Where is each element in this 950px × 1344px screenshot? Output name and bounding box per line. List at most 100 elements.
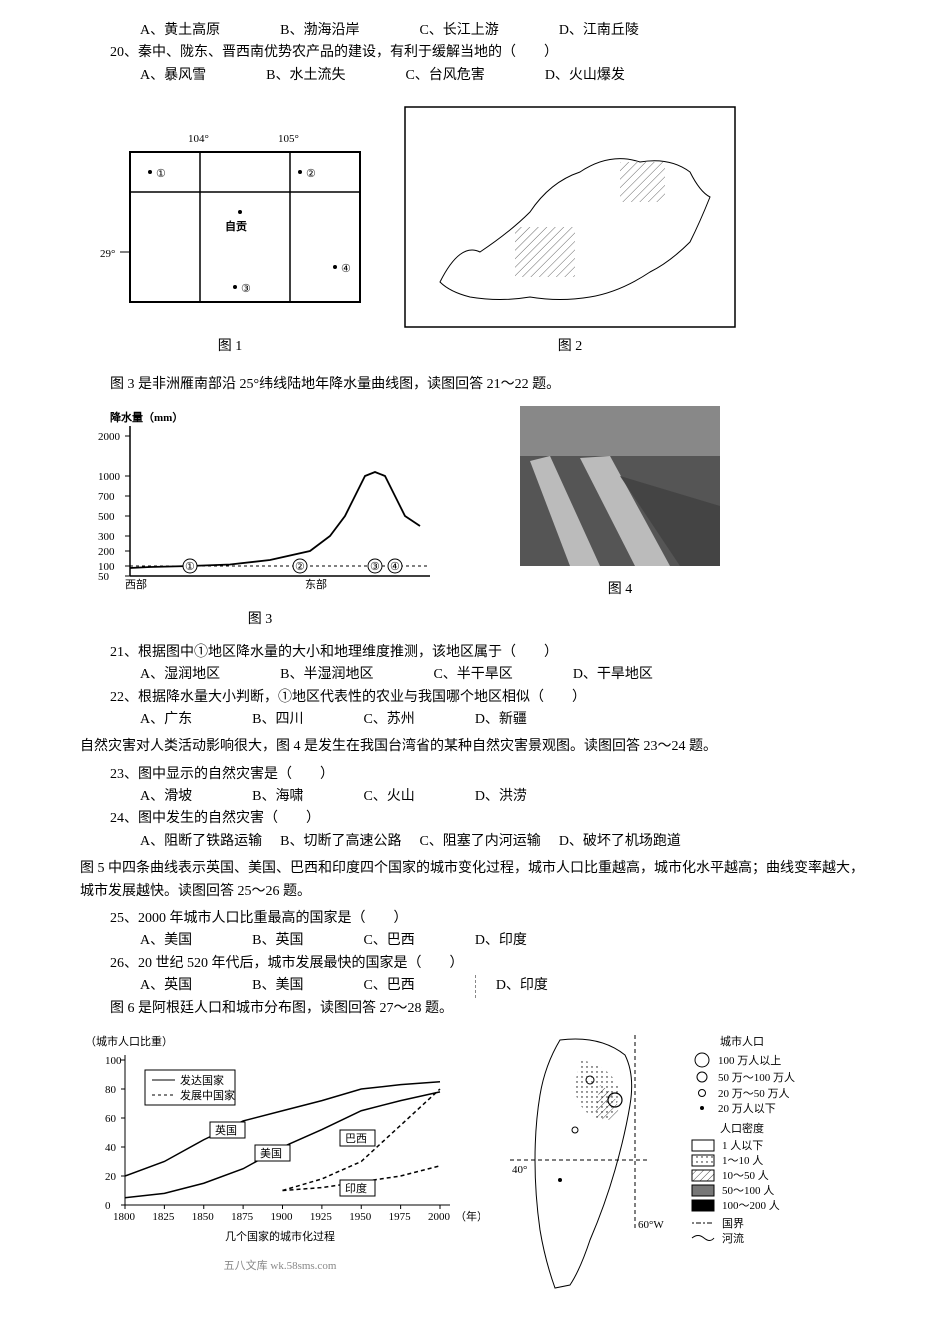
q26-options: A、英国 B、美国 C、巴西 D、印度 [140, 975, 870, 997]
q20-text: 20、秦中、陇东、晋西南优势农产品的建设，有利于缓解当地的（ ） [110, 42, 870, 64]
figure-2: 图 2 [400, 102, 740, 358]
figure-6: 40° 60°W 城市人口 100 万人以上 50 万～100 万人 20 万～… [500, 1030, 880, 1318]
svg-text:100: 100 [98, 561, 115, 573]
q25-opt-a: A、美国 [140, 930, 192, 952]
fig6-den4: 50～100 人 [722, 1184, 774, 1197]
fig3-label: 图 3 [80, 609, 440, 631]
fig6-river: 河流 [722, 1231, 744, 1245]
fig6-border: 国界 [722, 1217, 744, 1230]
fig1-pt3: ③ [241, 283, 251, 295]
figure-1: 104° 105° 29° ① ② 自贡 ③ ④ 图 1 [80, 122, 380, 358]
fig1-pt1-dot [148, 170, 152, 174]
fig6-pop1: 100 万人以上 [718, 1054, 781, 1067]
fig2-frame [405, 107, 735, 327]
svg-text:2000: 2000 [98, 431, 121, 443]
q22-options: A、广东 B、四川 C、苏州 D、新疆 [140, 709, 870, 731]
fig5-intro: 图 5 中四条曲线表示英国、美国、巴西和印度四个国家的城市变化过程，城市人口比重… [80, 858, 870, 903]
svg-text:1800: 1800 [113, 1211, 136, 1223]
q24-options: A、阻断了铁路运输 B、切断了高速公路 C、阻塞了内河运输 D、破坏了机场跑道 [140, 831, 870, 853]
q24-opt-a: A、阻断了铁路运输 [140, 831, 262, 853]
fig1-pt3-dot [233, 285, 237, 289]
fig4-label: 图 4 [520, 579, 720, 601]
svg-text:1900: 1900 [271, 1211, 294, 1223]
figures-1-2-row: 104° 105° 29° ① ② 自贡 ③ ④ 图 1 [80, 102, 870, 358]
svg-text:①: ① [185, 561, 195, 573]
q22-opt-b: B、四川 [252, 709, 303, 731]
fig6-legend: 城市人口 100 万人以上 50 万～100 万人 20 万～50 万人 20 … [692, 1034, 795, 1245]
figure-5-svg: （城市人口比重） 020406080100 180018251850187519… [80, 1030, 480, 1250]
q20-opt-d: D、火山爆发 [545, 65, 625, 87]
q23-opt-d: D、洪涝 [475, 786, 527, 808]
fig6-pop4: 20 万人以下 [718, 1102, 776, 1115]
fig6-intro: 图 6 是阿根廷人口和城市分布图，读图回答 27～28 题。 [110, 998, 870, 1020]
q21-opt-a: A、湿润地区 [140, 664, 220, 686]
fig5-yticks: 020406080100 [105, 1055, 125, 1212]
fig5-legend-dash-label: 发展中国家 [180, 1088, 235, 1102]
fig6-den1: 1 人以下 [722, 1139, 763, 1152]
fig1-city: 自贡 [225, 219, 247, 233]
fig1-pt4: ④ [341, 263, 351, 275]
svg-text:700: 700 [98, 491, 115, 503]
q19-opt-b: B、渤海沿岸 [280, 20, 359, 42]
fig6-legend-den-title: 人口密度 [720, 1121, 764, 1135]
q26-opt-c: C、巴西 [363, 975, 414, 997]
svg-text:1825: 1825 [152, 1211, 175, 1223]
fig3-intro: 图 3 是非洲雁南部沿 25°纬线陆地年降水量曲线图，读图回答 21～22 题。 [110, 374, 870, 396]
svg-text:1850: 1850 [192, 1211, 215, 1223]
q25-options: A、美国 B、英国 C、巴西 D、印度 [140, 930, 870, 952]
figures-5-6-row: （城市人口比重） 020406080100 180018251850187519… [80, 1030, 870, 1318]
fig3-yticks: 5010020030050070010002000 [98, 431, 130, 583]
fig5-uk-label: 英国 [215, 1123, 237, 1137]
q26-opt-b: B、美国 [252, 975, 303, 997]
q23-opt-b: B、海啸 [252, 786, 303, 808]
q21-opt-b: B、半湿润地区 [280, 664, 373, 686]
fig6-city-sm2 [558, 1178, 562, 1182]
svg-text:1000: 1000 [98, 471, 121, 483]
svg-text:②: ② [295, 561, 305, 573]
svg-text:1925: 1925 [310, 1211, 333, 1223]
q23-text: 23、图中显示的自然灾害是（ ） [110, 764, 870, 786]
figure-3: 降水量（mm） 5010020030050070010002000 西部 东部 … [80, 406, 440, 632]
q21-text: 21、根据图中①地区降水量的大小和地理维度推测，该地区属于（ ） [110, 642, 870, 664]
watermark: 五八文库 wk.58sms.com [80, 1258, 480, 1276]
fig6-pop3: 20 万～50 万人 [718, 1087, 790, 1100]
svg-text:③: ③ [370, 561, 380, 573]
q22-opt-a: A、广东 [140, 709, 192, 731]
figure-3-svg: 降水量（mm） 5010020030050070010002000 西部 东部 … [80, 406, 440, 596]
fig6-legend-pop-title: 城市人口 [720, 1034, 764, 1048]
q21-options: A、湿润地区 B、半湿润地区 C、半干旱区 D、干旱地区 [140, 664, 870, 686]
figure-4: 图 4 [520, 406, 720, 602]
fig1-pt2-dot [298, 170, 302, 174]
fig5-in-label: 印度 [345, 1181, 367, 1195]
fig6-pop2: 50 万～100 万人 [718, 1071, 795, 1084]
fig6-den3: 10～50 人 [722, 1169, 769, 1182]
q19-opt-d: D、江南丘陵 [559, 20, 639, 42]
figures-3-4-row: 降水量（mm） 5010020030050070010002000 西部 东部 … [80, 406, 870, 632]
fig5-us-label: 美国 [260, 1147, 282, 1160]
q22-opt-d: D、新疆 [475, 709, 527, 731]
svg-text:500: 500 [98, 511, 115, 523]
fig3-west: 西部 [125, 577, 147, 591]
q19-opt-c: C、长江上游 [419, 20, 498, 42]
svg-text:200: 200 [98, 546, 115, 558]
svg-text:④: ④ [390, 561, 400, 573]
svg-text:300: 300 [98, 531, 115, 543]
q20-opt-c: C、台风危害 [405, 65, 484, 87]
svg-text:1875: 1875 [231, 1211, 254, 1223]
q24-opt-d: D、破坏了机场跑道 [559, 831, 681, 853]
fig6-den2: 1～10 人 [722, 1154, 763, 1167]
svg-text:2000: 2000 [428, 1211, 451, 1223]
svg-text:80: 80 [105, 1084, 117, 1096]
q22-text: 22、根据降水量大小判断，①地区代表性的农业与我国哪个地区相似（ ） [110, 687, 870, 709]
fig1-pt4-dot [333, 265, 337, 269]
q26-text: 26、20 世纪 520 年代后，城市发展最快的国家是（ ） [110, 953, 870, 975]
q26-opt-a: A、英国 [140, 975, 192, 997]
svg-text:1950: 1950 [349, 1211, 372, 1223]
fig6-den5: 100～200 人 [722, 1199, 780, 1212]
q20-options: A、暴风雪 B、水土流失 C、台风危害 D、火山爆发 [140, 65, 870, 87]
q22-opt-c: C、苏州 [363, 709, 414, 731]
svg-text:1975: 1975 [389, 1211, 412, 1223]
q24-opt-c: C、阻塞了内河运输 [419, 831, 540, 853]
q25-opt-c: C、巴西 [363, 930, 414, 952]
fig5-br-label: 巴西 [345, 1133, 367, 1145]
